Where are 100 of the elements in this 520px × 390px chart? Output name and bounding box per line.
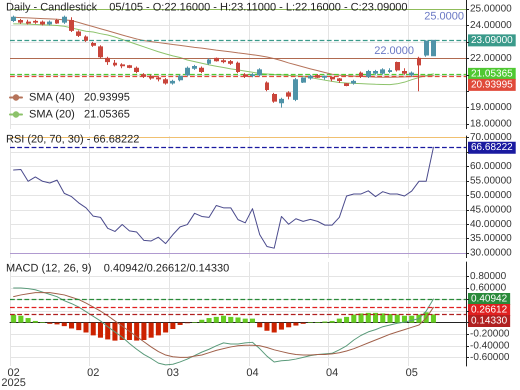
bar [134,322,140,341]
candlestick [199,66,204,74]
bar [220,316,226,323]
bar [141,322,146,340]
y-tick-label: 19.00000 [470,102,512,114]
candlestick [214,57,219,62]
candlestick [178,74,183,82]
candlestick [293,78,298,102]
y-tick-label: 50.00000 [470,190,512,201]
bar [112,322,118,341]
ref-line-label: 21.05365 [471,68,514,80]
legend-label: SMA (20) 21.05365 [29,108,130,120]
candlestick [272,92,277,104]
chart-title: MACD (12, 26, 9) 0.40942/0.26612/0.14330 [6,262,230,274]
candlestick [417,56,421,92]
line-series [13,292,434,358]
candlestick [221,58,226,64]
y-tick-label: 0.80000 [470,270,507,282]
bar [26,318,31,323]
candlestick [344,82,349,87]
bar [68,322,74,328]
candlestick [207,58,211,66]
candlestick [402,68,407,76]
bar [278,322,284,330]
candlestick [55,18,59,24]
bar [105,322,110,340]
candlestick [250,72,255,78]
candlestick [127,64,132,69]
bar [430,314,436,323]
candlestick [308,74,313,80]
candlestick [120,62,125,69]
y-tick-label: 30.00000 [470,248,512,259]
bar [272,322,277,332]
candlestick [163,78,168,86]
bar [380,313,386,323]
bar [235,317,241,323]
bar [156,322,161,336]
bar [293,322,298,326]
x-tick-label: 03 [166,367,179,379]
bar [286,322,292,328]
y-tick-label: 45.00000 [470,204,512,216]
bar [344,316,350,323]
candlestick [62,15,67,24]
bar [394,314,400,323]
bar [228,316,234,323]
bar [62,322,67,326]
ref-line-label: 25.0000 [424,10,464,23]
candlestick [192,64,197,70]
candlestick [279,97,284,108]
candlestick [351,79,356,86]
candlestick [366,69,371,79]
candlestick [149,74,154,80]
line-series [13,146,434,249]
legend-label: SMA (40) 20.93995 [29,92,130,104]
y-tick-label: 60.00000 [470,161,512,172]
candlestick [98,44,103,59]
candlestick [243,72,248,79]
ref-line-label: 20.93995 [471,79,514,90]
candlestick [257,68,262,77]
bar [351,314,356,323]
y-tick-label: 25.00000 [470,4,512,15]
line-series [13,288,434,366]
candlestick [395,61,400,72]
bar [163,322,168,332]
candlestick [337,78,342,84]
candlestick [84,34,88,42]
candlestick [134,66,139,74]
candlestick [76,30,81,38]
candlestick [380,68,385,76]
candlestick [315,73,320,79]
candlestick [359,70,363,79]
candlestick [141,72,146,79]
y-tick-label: 24.00000 [470,20,512,31]
line-series [13,23,434,86]
y-tick-label: -0.60000 [470,352,510,363]
bar [83,322,89,332]
bar [264,322,270,331]
bar [98,322,104,338]
bar [214,316,219,323]
candlestick [91,41,96,48]
bar [170,322,176,330]
candlestick [236,61,240,74]
y-tick-label: 70.00000 [470,132,512,144]
y-tick-label: 35.00000 [470,233,512,244]
x-tick-label: 04 [326,367,338,379]
bar [148,322,154,338]
candlestick [33,19,38,24]
y-tick-label: 40.00000 [470,218,512,230]
x-tick-label: 04 [246,367,259,379]
bar [126,322,132,340]
candlestick [301,76,306,84]
ref-line-label: 0.14330 [471,316,508,327]
ref-line-label: 0.26612 [471,304,508,316]
candlestick [265,80,269,92]
candlestick [47,20,52,26]
bar [76,322,82,330]
ref-line-label: 23.09000 [471,34,514,46]
x-tick-label: 02 2025 [1,367,26,389]
y-tick-label: 18.00000 [470,118,512,130]
candlestick [26,19,31,26]
